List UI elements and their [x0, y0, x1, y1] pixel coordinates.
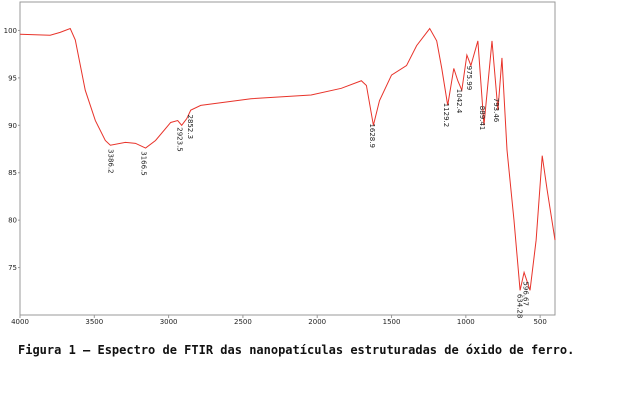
peak-label: 793.46 — [492, 98, 500, 123]
y-tick-label: 90 — [8, 122, 17, 130]
y-tick-label: 95 — [8, 74, 17, 82]
x-tick-label: 2000 — [308, 318, 326, 326]
x-tick-label: 500 — [533, 318, 546, 326]
y-tick-label: 80 — [8, 217, 17, 225]
peak-label: 1129.2 — [442, 103, 450, 128]
peak-label: 3166.5 — [139, 151, 147, 176]
y-tick-label: 85 — [8, 169, 17, 177]
x-tick-label: 2500 — [234, 318, 252, 326]
chart: 4000 3500 3000 2500 2000 1500 1000 500 100 95 90 85… — [4, 1, 556, 326]
spectrum-line — [19, 27, 556, 291]
peak-label: 975.99 — [465, 66, 473, 91]
peak-label: 889.41 — [478, 106, 486, 131]
peak-label: 634.28 — [516, 294, 524, 319]
x-tick-label: 3500 — [85, 318, 103, 326]
peak-label: 596.67 — [521, 281, 529, 306]
peak-label: 2852.3 — [186, 115, 194, 140]
x-tick-label: 3000 — [160, 318, 178, 326]
y-tick-label: 75 — [8, 264, 17, 272]
peak-label: 1628.9 — [368, 123, 376, 148]
peak-label: 2923.5 — [175, 127, 183, 152]
x-tick-label: 1000 — [457, 318, 475, 326]
y-tick-label: 100 — [4, 27, 17, 35]
x-tick-label: 4000 — [11, 318, 29, 326]
x-tick-label: 1500 — [383, 318, 401, 326]
peak-label: 3386.2 — [107, 149, 115, 174]
caption: Figura 1 – Espectro de FTIR das nanopatí… — [18, 343, 575, 357]
peak-label: 1042.4 — [455, 89, 463, 114]
plot-frame — [19, 1, 556, 316]
